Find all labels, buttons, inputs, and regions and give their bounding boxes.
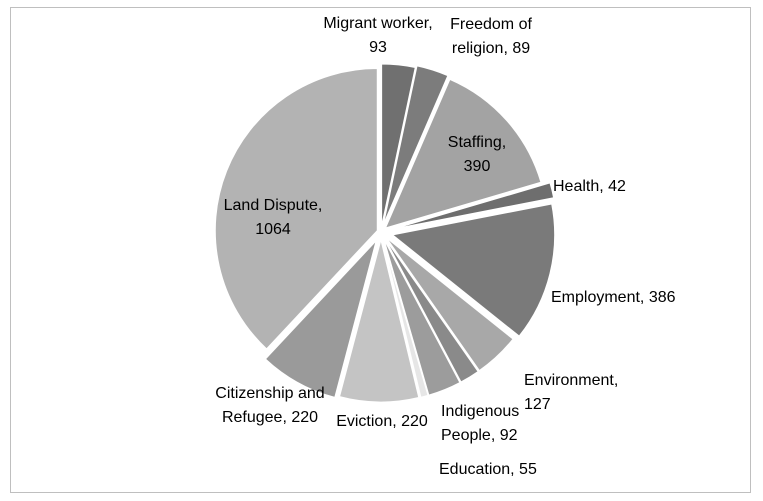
pie-labels: Migrant worker, 93 Freedom of religion, 89 S… [215, 15, 675, 478]
data-label-indigenous-people: Indigenous People, 92 [441, 403, 519, 444]
data-label-environment: Environment, 127 [524, 372, 618, 413]
data-label-education: Education, 55 [439, 461, 537, 478]
data-label-eviction: Eviction, 220 [336, 413, 428, 430]
data-label-health: Health, 42 [553, 178, 626, 195]
pie-slice-eviction [338, 239, 420, 403]
pie-slice-health [394, 182, 555, 230]
data-label-employment: Employment, 386 [551, 289, 676, 306]
pie-slice-environment [386, 237, 514, 372]
pie-slice-indigenous-people [383, 239, 461, 396]
data-label-land-dispute: Land Dispute, 1064 [224, 197, 323, 238]
pie-slices [214, 63, 556, 403]
pie-slice-staffing [384, 78, 542, 229]
chart-area-border [10, 7, 751, 493]
data-label-freedom-of-religion: Freedom of religion, 89 [450, 16, 532, 57]
pie-slice-freedom-of-religion [382, 65, 449, 225]
pie-slice-citizenship-and-refugee [264, 240, 377, 398]
pie-slice-employment [391, 203, 556, 337]
pie-slice-migrant-worker [381, 63, 416, 227]
pie-slice-land-dispute [214, 68, 378, 350]
data-label-citizenship-and-refugee: Citizenship and Refugee, 220 [215, 385, 324, 426]
data-label-staffing: Staffing, 390 [448, 134, 506, 175]
pie-slice-education [384, 238, 479, 383]
data-label-migrant-worker: Migrant worker, 93 [323, 15, 432, 56]
pie-slice-interfaith [382, 239, 429, 398]
